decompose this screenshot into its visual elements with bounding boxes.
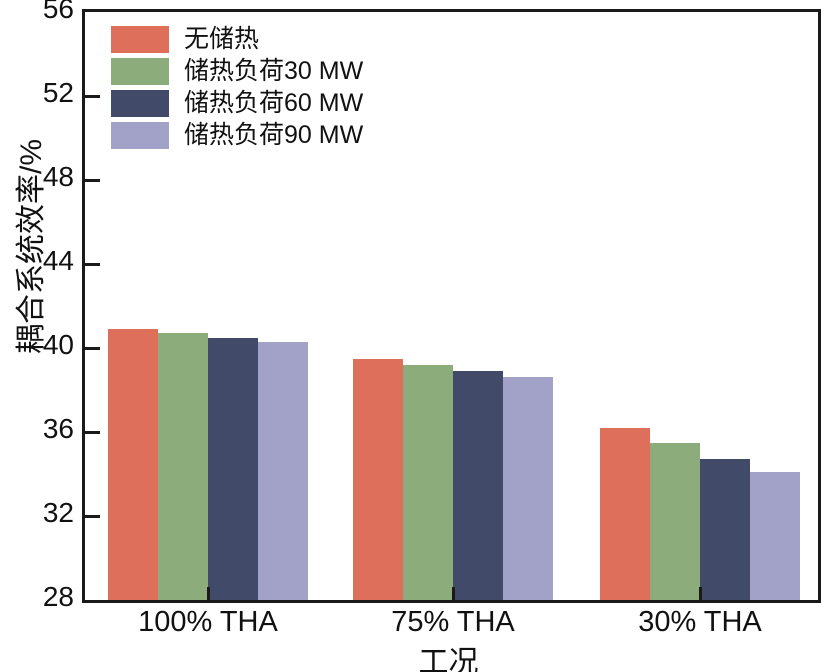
legend-label: 储热负荷30 MW: [184, 57, 364, 85]
y-tick: [85, 94, 100, 98]
y-tick: [85, 178, 100, 182]
legend-item: 储热负荷60 MW: [111, 87, 363, 119]
bar: [650, 442, 700, 600]
bar: [403, 364, 453, 600]
bar: [208, 337, 258, 600]
bar: [750, 471, 800, 600]
plot-area: 无储热储热负荷30 MW 储热负荷60 MW 储热负荷90 MW: [82, 9, 821, 603]
legend-swatch: [111, 89, 169, 117]
x-category-label: 100% THA: [138, 606, 278, 638]
legend-swatch: [111, 25, 169, 53]
y-tick: [85, 262, 100, 266]
y-tick: [85, 514, 100, 518]
legend-item: 储热负荷90 MW: [111, 119, 363, 151]
y-tick-label: 48: [42, 161, 74, 192]
legend-label: 储热负荷60 MW: [184, 89, 364, 117]
x-tick: [451, 587, 455, 600]
bar: [503, 377, 553, 600]
legend-label: 储热负荷90 MW: [184, 121, 364, 149]
y-tick-label: 44: [42, 245, 74, 276]
legend-swatch: [111, 57, 169, 85]
legend-item: 储热负荷30 MW: [111, 55, 363, 87]
x-tick: [698, 587, 702, 600]
bar: [453, 371, 503, 600]
x-tick: [206, 587, 210, 600]
bar: [600, 427, 650, 600]
bar: [108, 329, 158, 600]
legend: 无储热储热负荷30 MW 储热负荷60 MW 储热负荷90 MW: [111, 23, 363, 151]
y-tick-label: 56: [42, 0, 74, 24]
bar: [700, 459, 750, 600]
legend-swatch: [111, 121, 169, 149]
x-axis-title: 工况: [418, 646, 479, 672]
legend-item: 无储热: [111, 23, 363, 55]
x-category-label: 30% THA: [638, 606, 762, 638]
y-tick-label: 32: [42, 497, 74, 528]
y-tick: [85, 430, 100, 434]
y-tick-label: 36: [42, 413, 74, 444]
legend-label: 无储热: [184, 25, 260, 53]
y-tick-label: 28: [42, 581, 74, 612]
x-category-label: 75% THA: [391, 606, 515, 638]
y-tick-label: 40: [42, 329, 74, 360]
y-tick-label: 52: [42, 77, 74, 108]
y-tick: [85, 346, 100, 350]
bar: [258, 341, 308, 600]
bar: [158, 333, 208, 600]
bar: [353, 358, 403, 600]
